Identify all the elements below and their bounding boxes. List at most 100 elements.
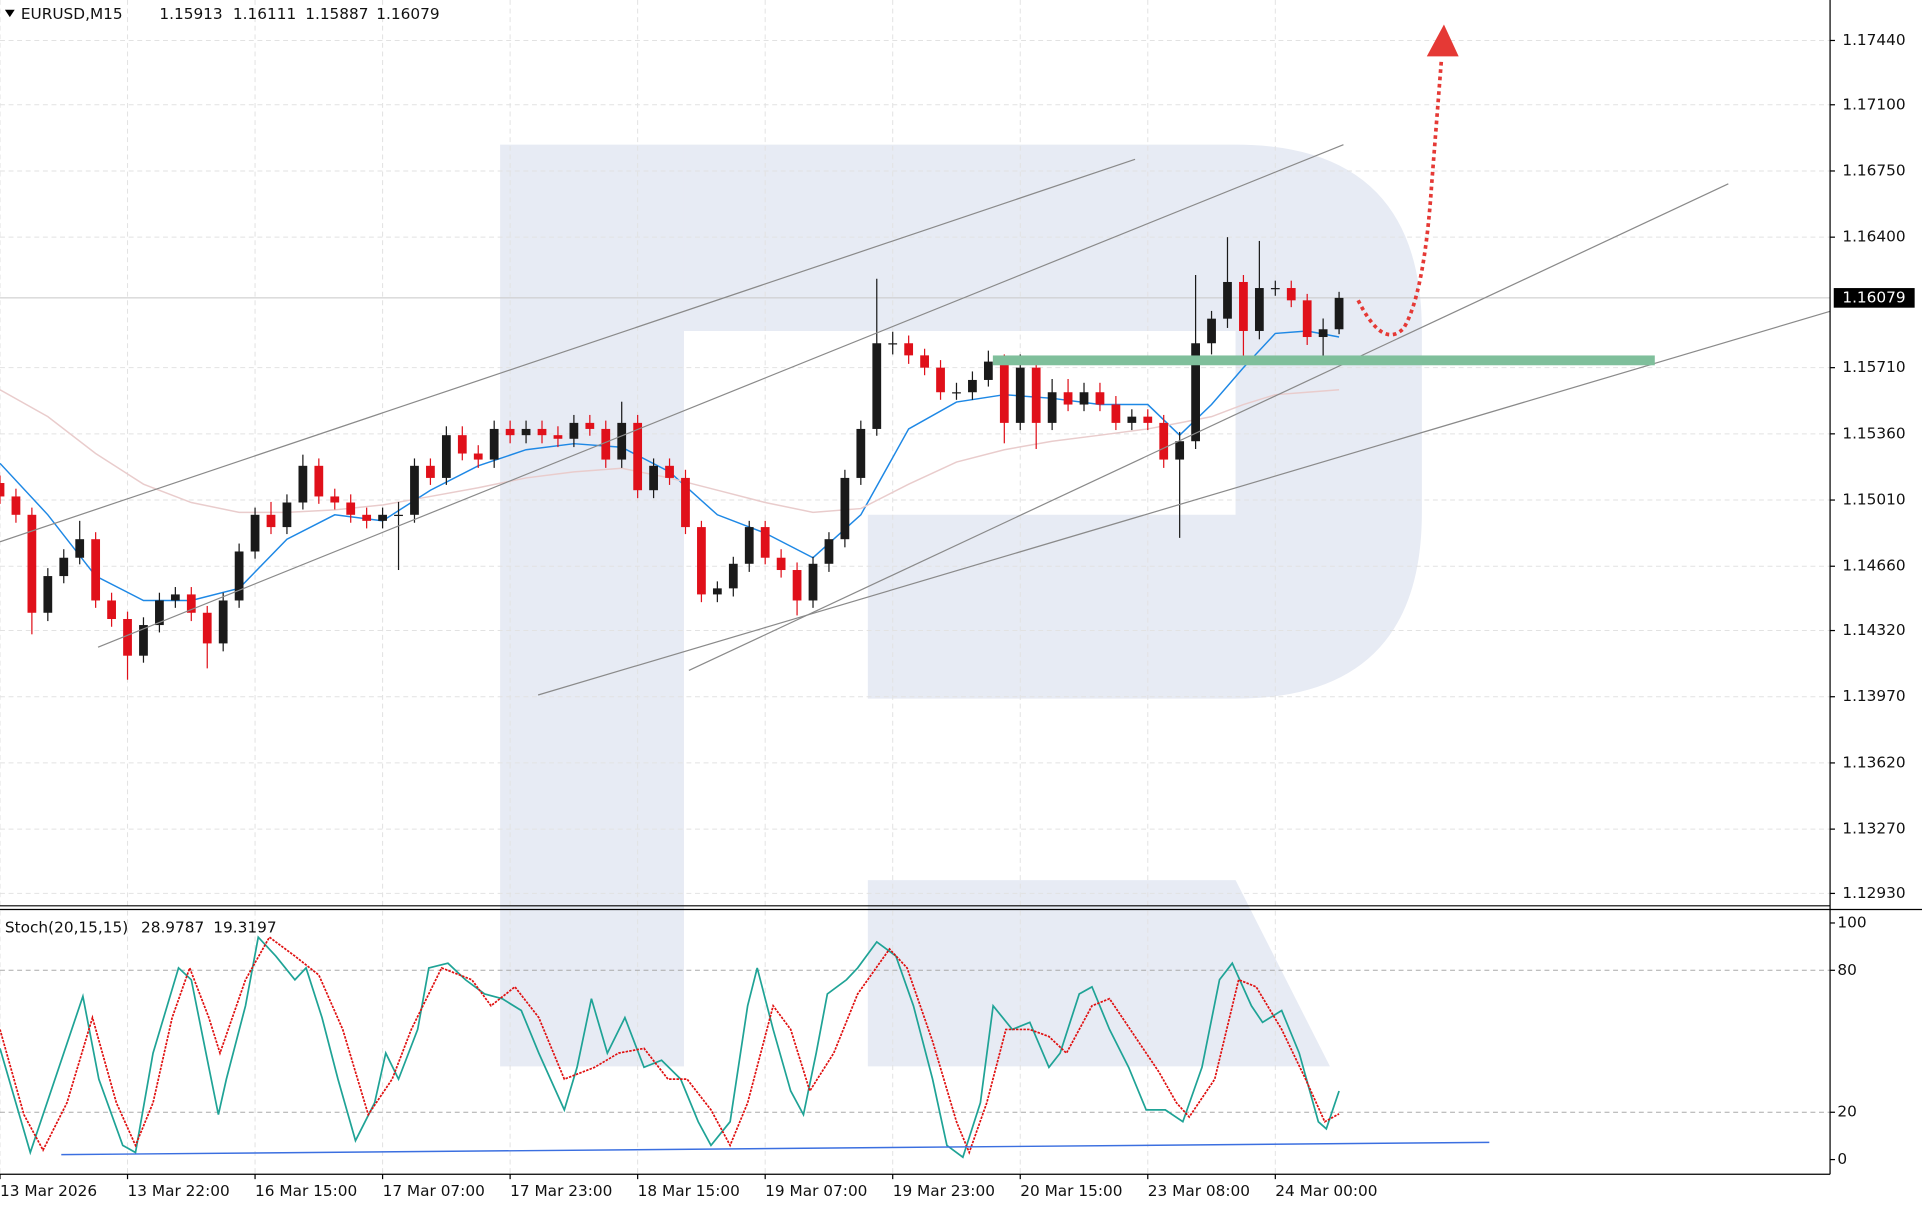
candle-body [346,502,356,515]
candle-body [904,343,914,356]
y-tick-label: 1.14660 [1842,557,1905,575]
candle-body [266,514,276,528]
y-tick-label: 1.14320 [1842,621,1905,639]
candle-body [760,527,770,558]
trend-line [688,183,1729,672]
candle-body [473,453,483,460]
candle-body [426,465,435,478]
candle-body [0,483,5,497]
candle-body [537,428,547,436]
candle-body [234,551,244,601]
x-tick-label: 24 Mar 00:00 [1275,1182,1377,1200]
y-tick-label: 80 [1837,961,1857,979]
current-price-box [1833,288,1915,308]
candle-body [1015,367,1025,423]
stoch-line [0,935,1340,1155]
logo-bowl [683,144,1422,699]
candle-body [75,539,85,558]
candle-body [11,496,21,515]
current-price-label: 1.16079 [1842,288,1905,306]
candle-body [155,600,164,626]
candle-body [394,514,403,517]
candle-body [936,367,945,393]
candle-body [1159,422,1169,460]
candle-body [601,428,611,460]
candle-body [888,343,898,345]
candle-body [441,435,451,478]
moving-average [0,389,1340,514]
candle-body [856,428,866,478]
header-close: 1.16079 [376,5,439,23]
header-low: 1.15887 [305,5,368,23]
header-open: 1.15913 [159,5,222,23]
stoch-line [0,935,1340,1159]
x-tick-label: 16 Mar 15:00 [255,1182,357,1200]
y-tick-label: 0 [1837,1150,1847,1168]
x-tick-label: 18 Mar 15:00 [638,1182,740,1200]
candle-body [792,570,802,601]
y-tick-label: 1.16750 [1842,161,1905,179]
candle-body [1302,300,1312,338]
candle-body [1223,281,1232,319]
candle-body [1191,343,1200,442]
candle-body [776,557,786,571]
candle-body [362,514,372,521]
logo-stem [500,144,684,1067]
candle-body [1334,297,1344,330]
candle-body [298,465,308,503]
candle-body [27,514,37,613]
x-tick-label: 17 Mar 23:00 [510,1182,612,1200]
candle-body [569,422,579,439]
menu-triangle [4,9,15,18]
candle-body [1286,288,1296,301]
candle-body [186,594,196,613]
candle-body [170,594,180,601]
y-tick-label: 1.16400 [1842,228,1905,246]
x-tick-label: 13 Mar 22:00 [128,1182,230,1200]
candle-body [697,527,706,595]
candle-body [1239,281,1248,331]
candle-body [1254,288,1264,331]
logo-leg [867,880,1330,1067]
candle-body [107,600,116,620]
candle-body [489,428,499,460]
candle-body [378,514,387,521]
candle-body [840,477,850,540]
candle-body [202,612,212,644]
y-tick-label: 1.15360 [1842,424,1905,442]
x-tick-label: 19 Mar 07:00 [765,1182,867,1200]
symbol: EURUSD,M15 [21,5,123,23]
candle-body [633,422,643,491]
candle-body [330,496,340,503]
candle-body [681,477,690,528]
candle-body [712,588,722,595]
y-tick-label: 1.13970 [1842,687,1905,705]
forecast-path [1356,58,1444,337]
y-tick-label: 1.17440 [1842,31,1905,49]
stoch-title: Stoch(20,15,15) [5,918,128,936]
candle-body [1175,441,1185,460]
candle-body [282,502,292,528]
candle-body [872,343,882,429]
candle-body [983,361,993,380]
stoch-support-line [61,1141,1490,1156]
x-tick-label: 17 Mar 07:00 [383,1182,485,1200]
candle-body [59,557,69,577]
candle-body [952,392,961,394]
candle-body [808,563,818,601]
y-tick-label: 1.15010 [1842,491,1905,509]
candle-body [728,563,738,589]
candle-body [123,619,132,656]
y-tick-label: 1.12930 [1842,884,1905,902]
candle-body [314,465,324,497]
candle-body [139,625,148,656]
x-tick-label: 19 Mar 23:00 [893,1182,995,1200]
candle-body [1270,288,1280,290]
y-tick-label: 100 [1837,913,1866,931]
y-tick-label: 1.17100 [1842,95,1905,113]
stoch-d-value: 19.3197 [213,918,276,936]
candle-body [1127,416,1137,423]
candle-body [1318,329,1328,338]
drawings [0,24,1831,1156]
